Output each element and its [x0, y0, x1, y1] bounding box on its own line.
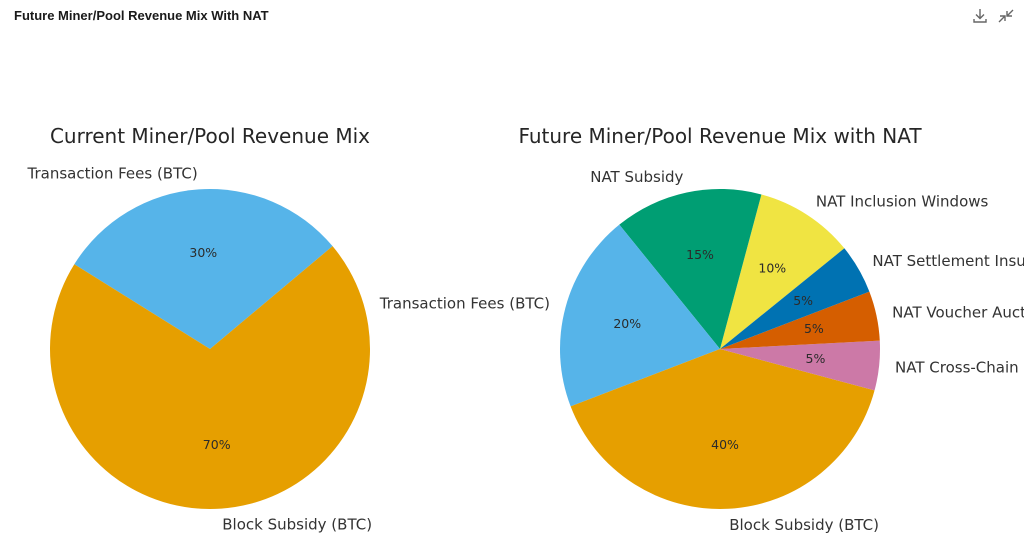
slice-label: Block Subsidy (BTC) [729, 516, 879, 534]
download-icon [973, 9, 987, 23]
slice-label: NAT Settlement Insurance [872, 252, 1024, 270]
pie-slice[interactable] [720, 291, 880, 349]
pie-chart-2: Future Miner/Pool Revenue Mix with NAT 10… [379, 124, 1024, 534]
collapse-icon [998, 9, 1014, 23]
slice-label: Transaction Fees (BTC) [379, 294, 550, 312]
chart-title: Current Miner/Pool Revenue Mix [50, 124, 370, 148]
pie-slice[interactable] [619, 189, 762, 349]
slice-percent-label: 5% [793, 293, 813, 308]
slice-label: NAT Inclusion Windows [816, 192, 989, 210]
slice-label: NAT Subsidy [590, 168, 683, 186]
chart-title: Future Miner/Pool Revenue Mix with NAT [518, 124, 922, 148]
pie-slice[interactable] [560, 224, 720, 407]
slice-label: Transaction Fees (BTC) [27, 164, 198, 182]
pie-slice[interactable] [50, 246, 370, 510]
slice-label: NAT Voucher Auctions [892, 303, 1024, 321]
pie-slice[interactable] [720, 248, 870, 349]
slice-label: Block Subsidy (BTC) [222, 516, 372, 534]
window-header: Future Miner/Pool Revenue Mix With NAT [0, 0, 1024, 34]
slice-percent-label: 70% [203, 437, 231, 452]
pie-slice[interactable] [570, 349, 875, 510]
slice-percent-label: 15% [686, 247, 714, 262]
slice-percent-label: 30% [189, 245, 217, 260]
download-button[interactable] [969, 5, 991, 27]
slice-percent-label: 5% [806, 351, 826, 366]
window-title: Future Miner/Pool Revenue Mix With NAT [14, 8, 269, 23]
slice-percent-label: 5% [804, 321, 824, 336]
pie-slice[interactable] [720, 194, 845, 349]
pie-slice[interactable] [720, 340, 880, 391]
pie-chart-1: Current Miner/Pool Revenue Mix 30% Transac… [27, 124, 373, 534]
slice-percent-label: 40% [711, 437, 739, 452]
slice-percent-label: 10% [758, 260, 786, 275]
collapse-button[interactable] [995, 5, 1017, 27]
slice-label: NAT Cross-Chain Proofs [895, 358, 1024, 376]
pie-slice[interactable] [74, 189, 333, 349]
slice-percent-label: 20% [613, 316, 641, 331]
